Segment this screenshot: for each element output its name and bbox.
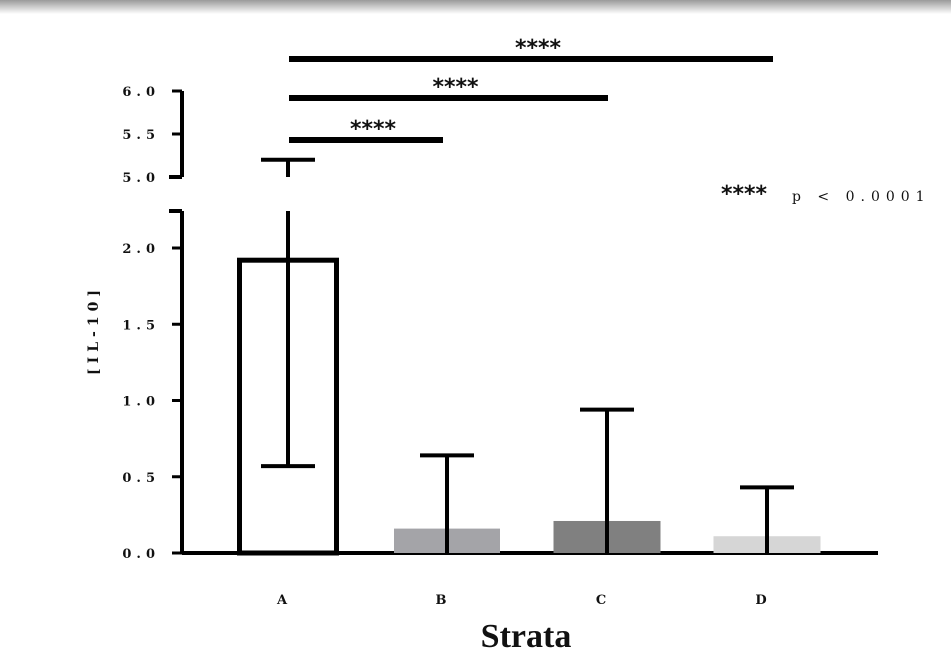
significance-stars-A-D: **** [515,36,562,61]
chart-bars [237,257,821,556]
chart-error-bars [261,157,794,553]
y-axis-title: [IL-10] [86,285,102,375]
x-tick-label-B: B [436,593,447,608]
y-tick-label: 1.0 [122,395,160,410]
y-tick-label: 5.5 [122,128,160,143]
significance-stars-A-C: **** [432,75,479,100]
x-tick-label-A: A [276,593,288,608]
y-tick-label: 2.0 [122,242,160,257]
x-axis-title: Strata [481,618,572,655]
chart-labels: 0.0 0.5 1.0 1.5 2.0 5.0 5.5 6.0 A B C D Strata [IL-10… [86,85,931,655]
chart-significance: **** **** **** [289,36,773,143]
x-tick-label-C: C [596,593,606,608]
y-tick-label: 5.0 [122,171,160,186]
y-tick-label: 0.0 [122,547,160,562]
x-tick-label-D: D [755,593,766,608]
y-tick-label: 0.5 [122,471,160,486]
y-tick-label: 6.0 [122,85,160,100]
annotation-stars: **** [721,182,768,207]
annotation-pvalue: p < 0.0001 [792,189,931,205]
top-shadow-bar [0,0,951,14]
significance-stars-A-B: **** [350,117,397,142]
y-tick-label: 1.5 [122,318,160,333]
